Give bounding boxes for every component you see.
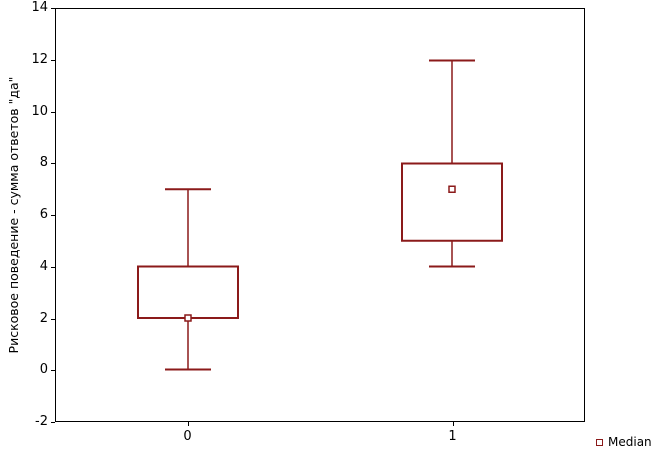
y-tick-mark (51, 59, 55, 61)
y-tick-mark (51, 422, 55, 423)
y-tick-mark (51, 266, 55, 268)
y-tick-mark (51, 111, 55, 113)
y-tick-label: -2 (35, 414, 48, 429)
y-tick-label: 2 (39, 310, 48, 326)
y-tick-label: 6 (39, 207, 48, 222)
y-tick-label: 0 (39, 362, 48, 378)
x-tick-label: 0 (183, 429, 192, 444)
x-tick-label: 1 (448, 429, 457, 444)
y-tick-label: 8 (39, 155, 48, 171)
y-tick-mark (51, 318, 55, 320)
median-marker-icon (596, 438, 603, 446)
y-tick-mark (51, 163, 55, 165)
legend-label: Median (608, 435, 652, 449)
boxplot-svg (137, 59, 503, 371)
x-tick-mark (452, 422, 454, 426)
y-tick-label: 14 (31, 0, 48, 15)
plot-area (55, 8, 585, 422)
y-tick-mark (51, 370, 55, 372)
legend: Median (596, 435, 652, 449)
y-tick-label: 10 (31, 103, 48, 119)
y-tick-label: 4 (39, 258, 48, 274)
x-tick-mark (187, 422, 189, 426)
y-tick-mark (51, 215, 55, 216)
y-tick-mark (51, 8, 55, 9)
y-tick-label: 12 (31, 51, 48, 67)
